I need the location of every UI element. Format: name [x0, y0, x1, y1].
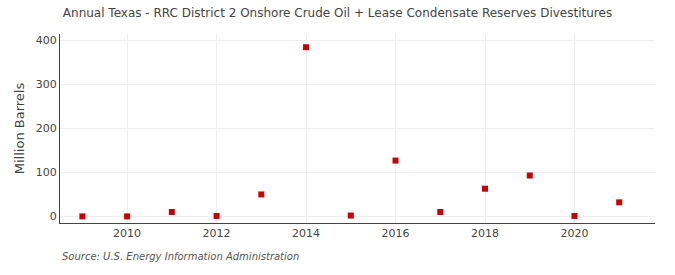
svg-text:2016: 2016: [382, 227, 410, 240]
svg-text:2010: 2010: [113, 227, 141, 240]
svg-text:200: 200: [36, 122, 57, 135]
svg-text:0: 0: [50, 210, 57, 223]
svg-text:100: 100: [36, 166, 57, 179]
svg-text:300: 300: [36, 78, 57, 91]
svg-text:Source: U.S. Energy Informatio: Source: U.S. Energy Information Administ…: [62, 251, 299, 262]
svg-text:Million Barrels: Million Barrels: [12, 83, 27, 175]
svg-text:400: 400: [36, 34, 57, 47]
svg-text:2012: 2012: [203, 227, 231, 240]
svg-text:2018: 2018: [471, 227, 499, 240]
svg-text:Annual Texas - RRC District 2: Annual Texas - RRC District 2 Onshore Cr…: [63, 6, 612, 20]
svg-text:2014: 2014: [292, 227, 320, 240]
svg-text:2020: 2020: [560, 227, 588, 240]
